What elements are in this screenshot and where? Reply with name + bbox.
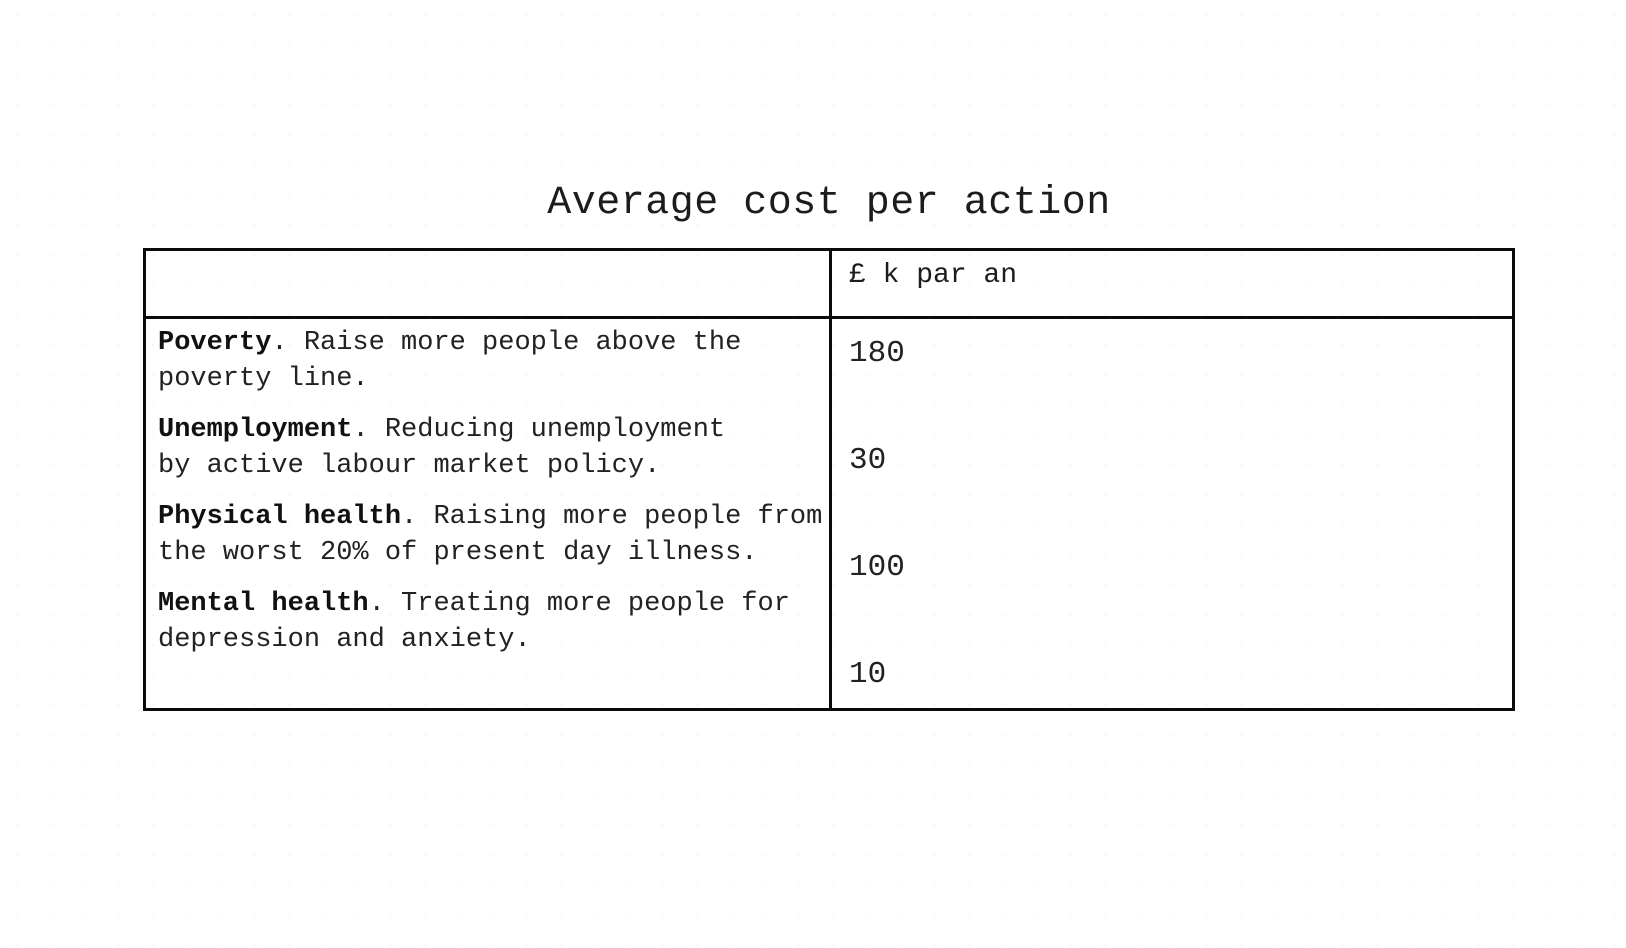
- row-desc-line1: . Raising more people from: [401, 502, 823, 532]
- row-desc-line2: poverty line.: [158, 364, 369, 394]
- row-desc-line1: . Raise more people above the: [271, 328, 742, 358]
- value-physical-health: 100: [849, 550, 905, 585]
- table-row-physical-health-label: Physical health. Raising more people fro…: [158, 499, 827, 571]
- row-desc-line2: by active labour market policy.: [158, 451, 661, 481]
- table-row-mental-health-label: Mental health. Treating more people for d…: [158, 586, 827, 658]
- table-row-poverty-label: Poverty. Raise more people above the pove…: [158, 325, 827, 397]
- header-cell-blank: [146, 251, 829, 319]
- actions-column: Poverty. Raise more people above the pove…: [146, 319, 829, 708]
- row-term: Physical health: [158, 502, 402, 532]
- row-desc-line2: depression and anxiety.: [158, 625, 531, 655]
- row-desc-line2: the worst 20% of present day illness.: [158, 538, 758, 568]
- cost-table: £ k par an Poverty. Raise more people ab…: [143, 248, 1515, 711]
- values-column: 180 30 100 10: [829, 319, 1512, 708]
- value-unemployment: 30: [849, 443, 887, 478]
- row-desc-line1: . Treating more people for: [368, 589, 790, 619]
- table-row-unemployment-label: Unemployment. Reducing unemployment by ac…: [158, 412, 827, 484]
- row-term: Unemployment: [158, 415, 353, 445]
- row-term: Poverty: [158, 328, 272, 358]
- header-cell-unit: £ k par an: [829, 251, 1512, 319]
- page-title: Average cost per action: [547, 181, 1111, 226]
- value-poverty: 180: [849, 336, 905, 371]
- row-term: Mental health: [158, 589, 369, 619]
- row-desc-line1: . Reducing unemployment: [352, 415, 726, 445]
- value-mental-health: 10: [849, 657, 887, 692]
